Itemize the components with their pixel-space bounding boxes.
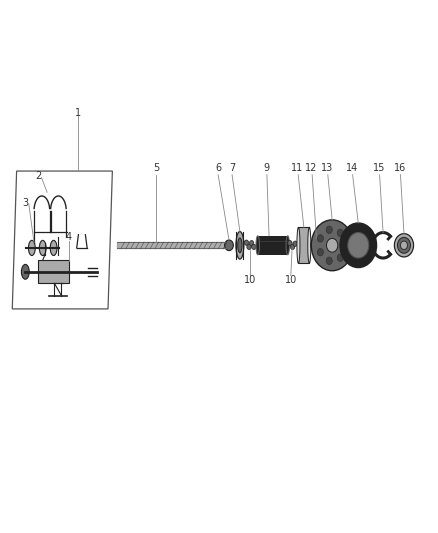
Circle shape — [293, 241, 297, 246]
Ellipse shape — [297, 227, 300, 263]
Text: 15: 15 — [373, 164, 385, 173]
Circle shape — [326, 226, 332, 233]
Text: 1: 1 — [74, 108, 81, 118]
Bar — [258, 236, 288, 255]
Circle shape — [244, 240, 249, 245]
Ellipse shape — [308, 227, 311, 263]
Bar — [39, 260, 69, 284]
Text: 10: 10 — [285, 274, 297, 285]
Circle shape — [288, 240, 292, 246]
Ellipse shape — [39, 240, 46, 255]
Text: 9: 9 — [264, 164, 270, 173]
Circle shape — [337, 254, 343, 262]
Text: 5: 5 — [153, 164, 159, 173]
Circle shape — [394, 233, 413, 257]
Text: 11: 11 — [291, 164, 304, 173]
Text: 12: 12 — [305, 164, 318, 173]
Circle shape — [348, 232, 369, 258]
Circle shape — [252, 244, 256, 249]
Ellipse shape — [28, 240, 35, 255]
Circle shape — [250, 240, 254, 246]
Circle shape — [311, 220, 353, 271]
Circle shape — [340, 223, 377, 268]
Bar — [298, 227, 309, 263]
Circle shape — [225, 240, 233, 251]
Ellipse shape — [256, 236, 259, 255]
Ellipse shape — [50, 240, 57, 255]
Circle shape — [337, 229, 343, 237]
Circle shape — [326, 257, 332, 264]
Text: 10: 10 — [244, 274, 257, 285]
Text: 13: 13 — [321, 164, 333, 173]
Text: 6: 6 — [215, 164, 221, 173]
Text: 16: 16 — [393, 164, 406, 173]
Circle shape — [290, 244, 295, 249]
Text: 7: 7 — [229, 164, 235, 173]
Ellipse shape — [21, 264, 29, 279]
Circle shape — [400, 241, 407, 249]
Ellipse shape — [286, 236, 290, 255]
Circle shape — [342, 241, 348, 249]
Circle shape — [247, 244, 251, 249]
Text: 2: 2 — [35, 172, 42, 181]
Text: 3: 3 — [22, 198, 28, 208]
Circle shape — [397, 237, 410, 253]
Circle shape — [318, 235, 323, 242]
Ellipse shape — [236, 231, 244, 259]
Circle shape — [318, 248, 323, 256]
Circle shape — [311, 238, 322, 252]
Ellipse shape — [238, 238, 242, 253]
Text: 4: 4 — [66, 232, 72, 243]
Text: 14: 14 — [346, 164, 358, 173]
Circle shape — [326, 238, 338, 252]
Circle shape — [314, 241, 320, 249]
